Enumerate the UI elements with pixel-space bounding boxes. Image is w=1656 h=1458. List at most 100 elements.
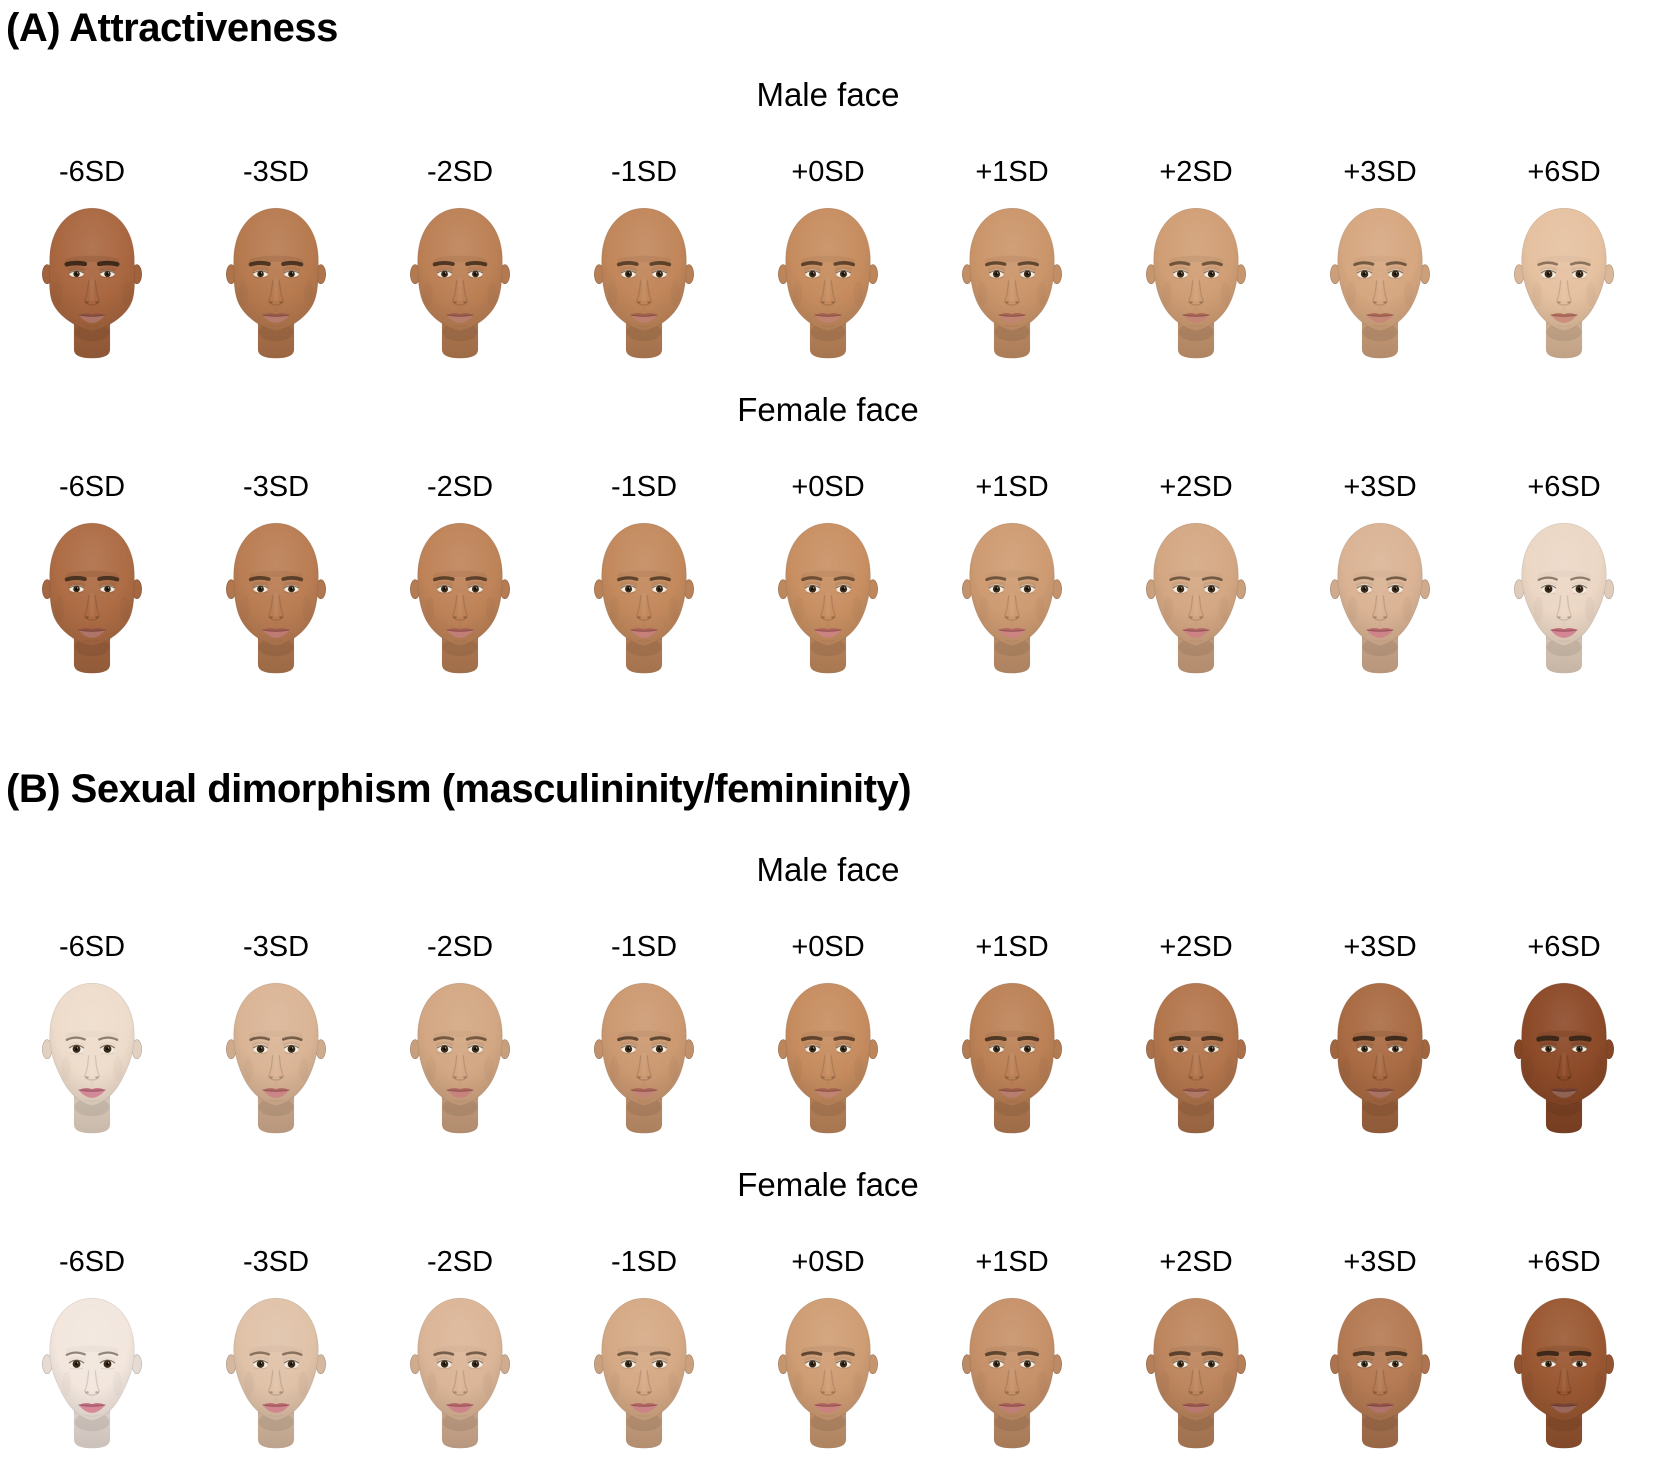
panel-a-rows: Male face -6SD -3SD	[0, 78, 1656, 681]
face-row-block: Male face -6SD -3SD	[0, 78, 1656, 366]
face-image	[214, 201, 338, 366]
face-cell: -6SD	[0, 932, 184, 1141]
face-cell: +0SD	[736, 157, 920, 366]
face-cell: -1SD	[552, 157, 736, 366]
face-image	[1502, 976, 1626, 1141]
face-cell: -1SD	[552, 472, 736, 681]
sd-label: -2SD	[426, 471, 494, 503]
panel-b-rows: Male face -6SD -3SD	[0, 853, 1656, 1456]
sd-label: +1SD	[975, 931, 1049, 963]
face-cell: +6SD	[1472, 472, 1656, 681]
sd-label: -2SD	[426, 931, 494, 963]
face-image	[214, 1291, 338, 1456]
sd-label: +6SD	[1527, 931, 1601, 963]
face-cell: +0SD	[736, 932, 920, 1141]
face-row-block: Male face -6SD -3SD	[0, 853, 1656, 1141]
sd-label: +3SD	[1343, 1246, 1417, 1278]
sd-label: -3SD	[242, 931, 310, 963]
sd-label: -3SD	[242, 156, 310, 188]
face-cell: +3SD	[1288, 157, 1472, 366]
face-cell: +2SD	[1104, 932, 1288, 1141]
face-cell: +2SD	[1104, 157, 1288, 366]
face-row-block: Female face -6SD -3SD	[0, 1168, 1656, 1456]
sd-label: +1SD	[975, 471, 1049, 503]
face-cell: -3SD	[184, 157, 368, 366]
face-image	[950, 976, 1074, 1141]
face-cell: +3SD	[1288, 932, 1472, 1141]
face-image	[1134, 516, 1258, 681]
sd-label: -1SD	[610, 931, 678, 963]
sd-label: +3SD	[1343, 471, 1417, 503]
face-cell: -3SD	[184, 472, 368, 681]
sd-label: +3SD	[1343, 156, 1417, 188]
face-image	[582, 201, 706, 366]
face-image	[214, 976, 338, 1141]
face-cell: +3SD	[1288, 472, 1472, 681]
face-row-block: Female face -6SD -3SD	[0, 393, 1656, 681]
face-image	[1134, 976, 1258, 1141]
panel-b-title: (B) Sexual dimorphism (masculininity/fem…	[6, 767, 912, 811]
face-image	[950, 516, 1074, 681]
face-grid: -6SD -3SD	[0, 1247, 1656, 1456]
face-cell: -1SD	[552, 932, 736, 1141]
sd-label: +1SD	[975, 156, 1049, 188]
face-cell: +6SD	[1472, 157, 1656, 366]
face-image	[1318, 516, 1442, 681]
sd-label: -6SD	[58, 931, 126, 963]
face-cell: -2SD	[368, 1247, 552, 1456]
face-cell: -6SD	[0, 157, 184, 366]
face-cell: -6SD	[0, 1247, 184, 1456]
face-image	[30, 516, 154, 681]
face-cell: +0SD	[736, 472, 920, 681]
face-grid: -6SD -3SD	[0, 472, 1656, 681]
face-cell: +1SD	[920, 1247, 1104, 1456]
face-image	[582, 516, 706, 681]
sd-label: -3SD	[242, 471, 310, 503]
face-cell: +3SD	[1288, 1247, 1472, 1456]
face-cell: -6SD	[0, 472, 184, 681]
panel-a-title: (A) Attractiveness	[6, 6, 338, 50]
face-image	[766, 976, 890, 1141]
face-image	[582, 1291, 706, 1456]
sd-label: +0SD	[791, 1246, 865, 1278]
face-image	[766, 201, 890, 366]
sd-label: -1SD	[610, 471, 678, 503]
panel-attractiveness: (A) Attractiveness Male face -6SD -3SD	[0, 0, 1656, 681]
row-header: Male face	[756, 851, 900, 888]
face-cell: -2SD	[368, 472, 552, 681]
face-cell: +1SD	[920, 472, 1104, 681]
sd-label: -1SD	[610, 1246, 678, 1278]
panel-sexual-dimorphism: (B) Sexual dimorphism (masculininity/fem…	[0, 681, 1656, 1456]
sd-label: +6SD	[1527, 156, 1601, 188]
face-cell: +6SD	[1472, 1247, 1656, 1456]
face-image	[398, 516, 522, 681]
face-image	[214, 516, 338, 681]
sd-label: +2SD	[1159, 931, 1233, 963]
face-cell: +1SD	[920, 932, 1104, 1141]
face-grid: -6SD -3SD	[0, 157, 1656, 366]
sd-label: -6SD	[58, 471, 126, 503]
face-grid: -6SD -3SD	[0, 932, 1656, 1141]
row-header: Female face	[737, 391, 919, 428]
face-cell: -3SD	[184, 932, 368, 1141]
face-image	[398, 976, 522, 1141]
row-header: Male face	[756, 76, 900, 113]
sd-label: -6SD	[58, 156, 126, 188]
face-cell: +6SD	[1472, 932, 1656, 1141]
sd-label: -6SD	[58, 1246, 126, 1278]
sd-label: +0SD	[791, 931, 865, 963]
face-image	[30, 201, 154, 366]
face-cell: -1SD	[552, 1247, 736, 1456]
face-image	[1502, 1291, 1626, 1456]
face-image	[950, 1291, 1074, 1456]
face-cell: +1SD	[920, 157, 1104, 366]
face-image	[1502, 516, 1626, 681]
sd-label: +0SD	[791, 471, 865, 503]
face-image	[30, 1291, 154, 1456]
sd-label: +2SD	[1159, 156, 1233, 188]
face-cell: +2SD	[1104, 472, 1288, 681]
face-cell: -2SD	[368, 157, 552, 366]
face-cell: -2SD	[368, 932, 552, 1141]
face-image	[1134, 1291, 1258, 1456]
